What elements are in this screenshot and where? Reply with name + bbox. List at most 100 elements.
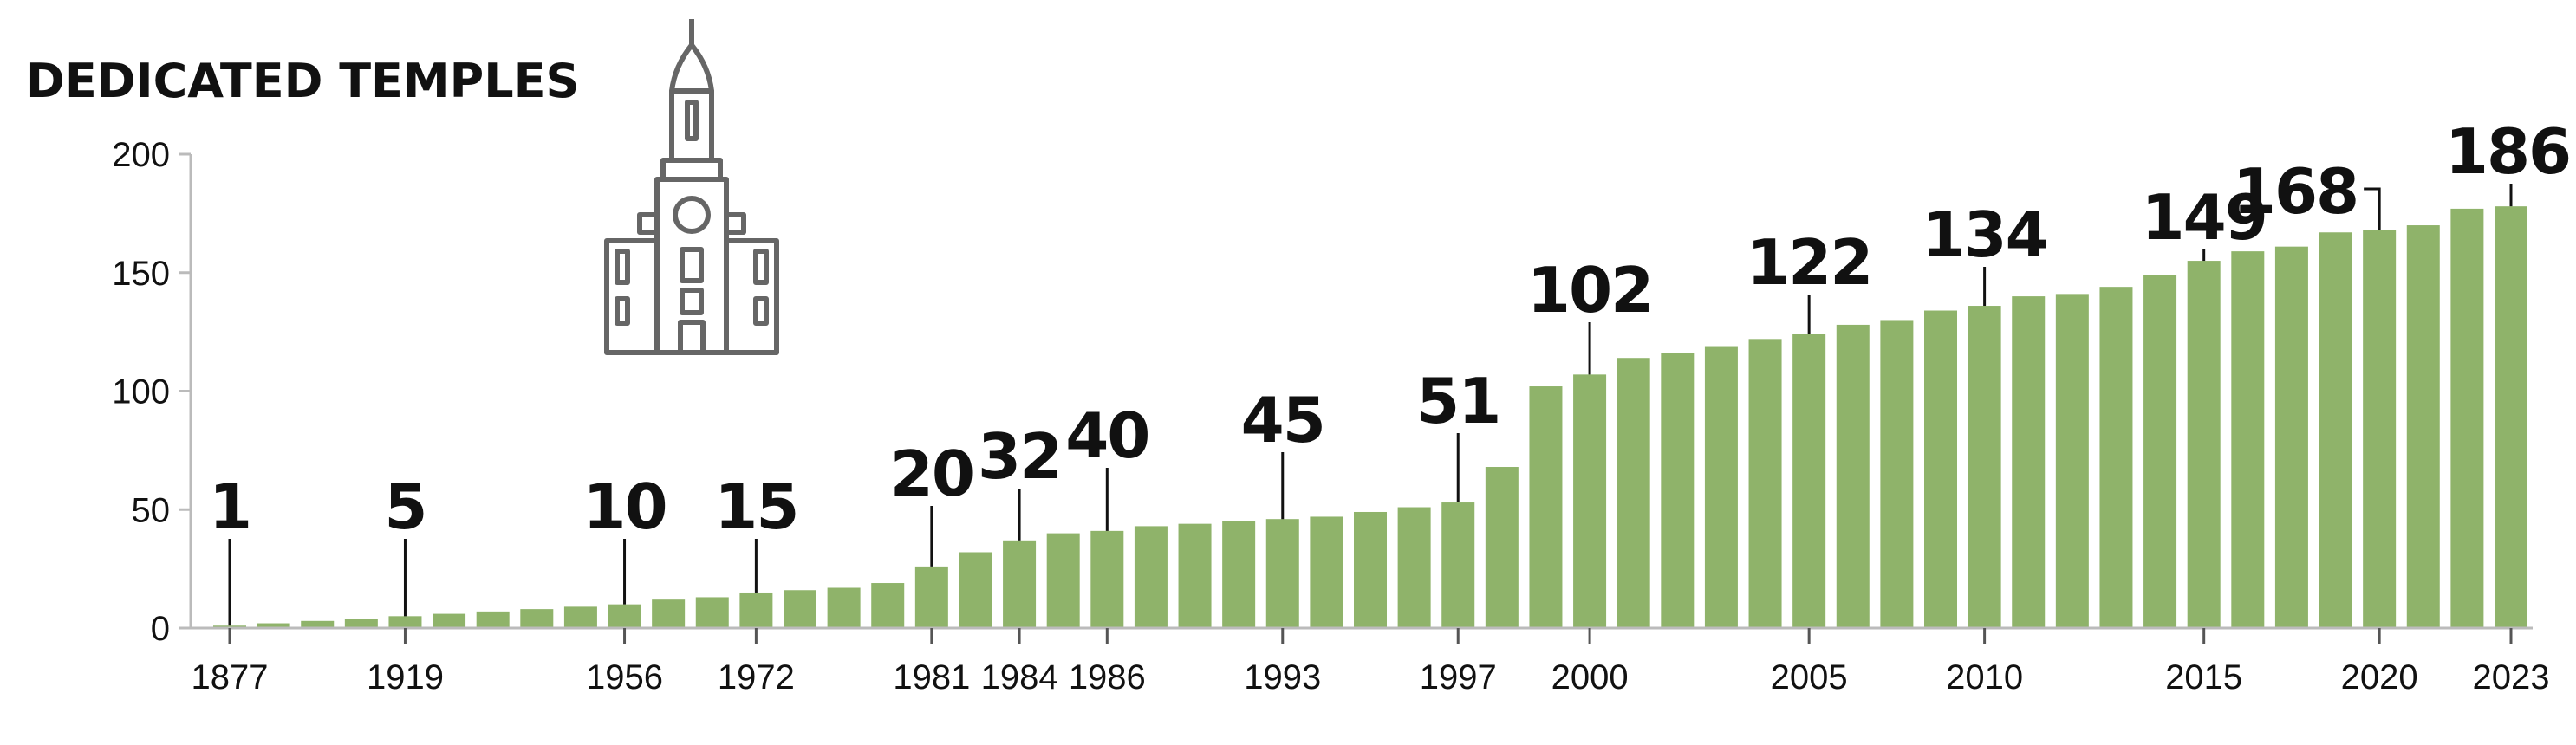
bar bbox=[2406, 225, 2440, 628]
data-label: 45 bbox=[1241, 384, 1324, 457]
bar bbox=[1661, 353, 1695, 628]
x-tick-label: 2010 bbox=[1946, 658, 2023, 696]
bar bbox=[563, 606, 597, 628]
data-label: 168 bbox=[2233, 155, 2358, 228]
x-tick-label: 2000 bbox=[1551, 658, 1629, 696]
data-annotation: 134 bbox=[1922, 198, 2049, 307]
bar bbox=[2055, 294, 2089, 628]
bar bbox=[1441, 502, 1475, 628]
bar bbox=[2363, 230, 2397, 628]
y-tick-label: 200 bbox=[112, 136, 170, 174]
x-tick-label: 1986 bbox=[1069, 658, 1146, 696]
data-annotation: 45 bbox=[1241, 384, 1326, 520]
x-tick-label: 1984 bbox=[981, 658, 1058, 696]
bar bbox=[1222, 521, 1256, 628]
x-tick-label: 1993 bbox=[1244, 658, 1321, 696]
bar bbox=[1485, 467, 1519, 628]
bar bbox=[1748, 339, 1782, 628]
data-annotation: 40 bbox=[1065, 399, 1150, 531]
y-tick-label: 0 bbox=[151, 610, 170, 648]
bar bbox=[2012, 296, 2046, 628]
bar bbox=[1354, 511, 1387, 628]
x-axis: 1877 1919 1956 1972 1981 1984 1986 1993 1997 2000… bbox=[191, 626, 2550, 696]
data-label: 20 bbox=[890, 437, 973, 510]
data-label: 122 bbox=[1747, 226, 1871, 299]
bar bbox=[1134, 526, 1168, 628]
bar bbox=[433, 613, 466, 628]
bar bbox=[1265, 519, 1299, 628]
x-tick-label: 1919 bbox=[367, 658, 444, 696]
bar bbox=[959, 552, 992, 628]
data-label: 102 bbox=[1527, 254, 1652, 327]
bar bbox=[608, 604, 641, 628]
x-tick-label: 2015 bbox=[2165, 658, 2242, 696]
x-tick-label: 2023 bbox=[2473, 658, 2550, 696]
x-tick-label: 1981 bbox=[893, 658, 970, 696]
data-label: 40 bbox=[1065, 399, 1148, 472]
bar bbox=[1924, 310, 1957, 628]
x-tick-label: 2005 bbox=[1771, 658, 1848, 696]
y-tick-label: 100 bbox=[112, 373, 170, 411]
data-label: 134 bbox=[1922, 198, 2046, 271]
data-label: 10 bbox=[582, 470, 666, 543]
data-label: 186 bbox=[2445, 115, 2570, 188]
bar bbox=[2450, 208, 2484, 628]
bar bbox=[476, 611, 510, 628]
bar bbox=[871, 583, 905, 628]
bar bbox=[1880, 320, 1914, 628]
bar bbox=[1003, 540, 1037, 628]
bar bbox=[1573, 374, 1607, 628]
leader-line bbox=[2364, 187, 2381, 230]
bar bbox=[827, 587, 861, 628]
bar bbox=[1836, 324, 1870, 628]
data-label: 32 bbox=[978, 420, 1061, 493]
x-tick-label: 1997 bbox=[1420, 658, 1497, 696]
bar bbox=[1397, 507, 1431, 628]
bar bbox=[1310, 516, 1343, 628]
data-label: 149 bbox=[2142, 181, 2267, 254]
bar bbox=[1968, 306, 2001, 628]
data-annotation: 186 bbox=[2445, 115, 2572, 207]
chart-title: DEDICATED TEMPLES bbox=[26, 54, 579, 108]
bar bbox=[2099, 287, 2133, 628]
data-annotation: 102 bbox=[1527, 254, 1654, 375]
bar bbox=[1090, 530, 1124, 628]
bar bbox=[1046, 533, 1080, 628]
bars bbox=[213, 206, 2527, 629]
bar bbox=[2187, 261, 2221, 628]
bar bbox=[388, 616, 422, 628]
bar bbox=[301, 620, 335, 628]
bar bbox=[1178, 523, 1212, 628]
temple-icon bbox=[604, 19, 779, 355]
x-tick-label: 1877 bbox=[192, 658, 269, 696]
bar bbox=[1617, 358, 1650, 628]
data-label: 15 bbox=[714, 470, 797, 543]
data-annotation: 32 bbox=[978, 420, 1063, 541]
bar bbox=[695, 597, 729, 628]
bar bbox=[1704, 346, 1738, 628]
bar bbox=[2231, 251, 2265, 628]
bar bbox=[344, 619, 378, 628]
y-axis: 0 50 100 150 200 bbox=[112, 136, 192, 648]
data-annotation: 122 bbox=[1747, 226, 1873, 334]
bar bbox=[520, 609, 554, 628]
data-annotation: 51 bbox=[1416, 365, 1501, 503]
y-tick-label: 150 bbox=[112, 255, 170, 293]
data-annotation: 10 bbox=[582, 470, 668, 605]
bar bbox=[1529, 386, 1563, 628]
bar bbox=[257, 623, 290, 628]
data-annotation: 15 bbox=[714, 470, 799, 593]
x-tick-label: 1972 bbox=[718, 658, 795, 696]
bar bbox=[2319, 232, 2352, 628]
data-annotation: 1 bbox=[209, 470, 252, 626]
y-tick-label: 50 bbox=[132, 491, 171, 529]
bar bbox=[2274, 246, 2308, 628]
data-label: 5 bbox=[384, 470, 426, 543]
bar bbox=[914, 566, 948, 628]
data-annotation: 149 bbox=[2142, 181, 2268, 262]
x-tick-label: 2020 bbox=[2341, 658, 2418, 696]
data-annotation: 20 bbox=[890, 437, 975, 567]
x-tick-label: 1956 bbox=[586, 658, 663, 696]
